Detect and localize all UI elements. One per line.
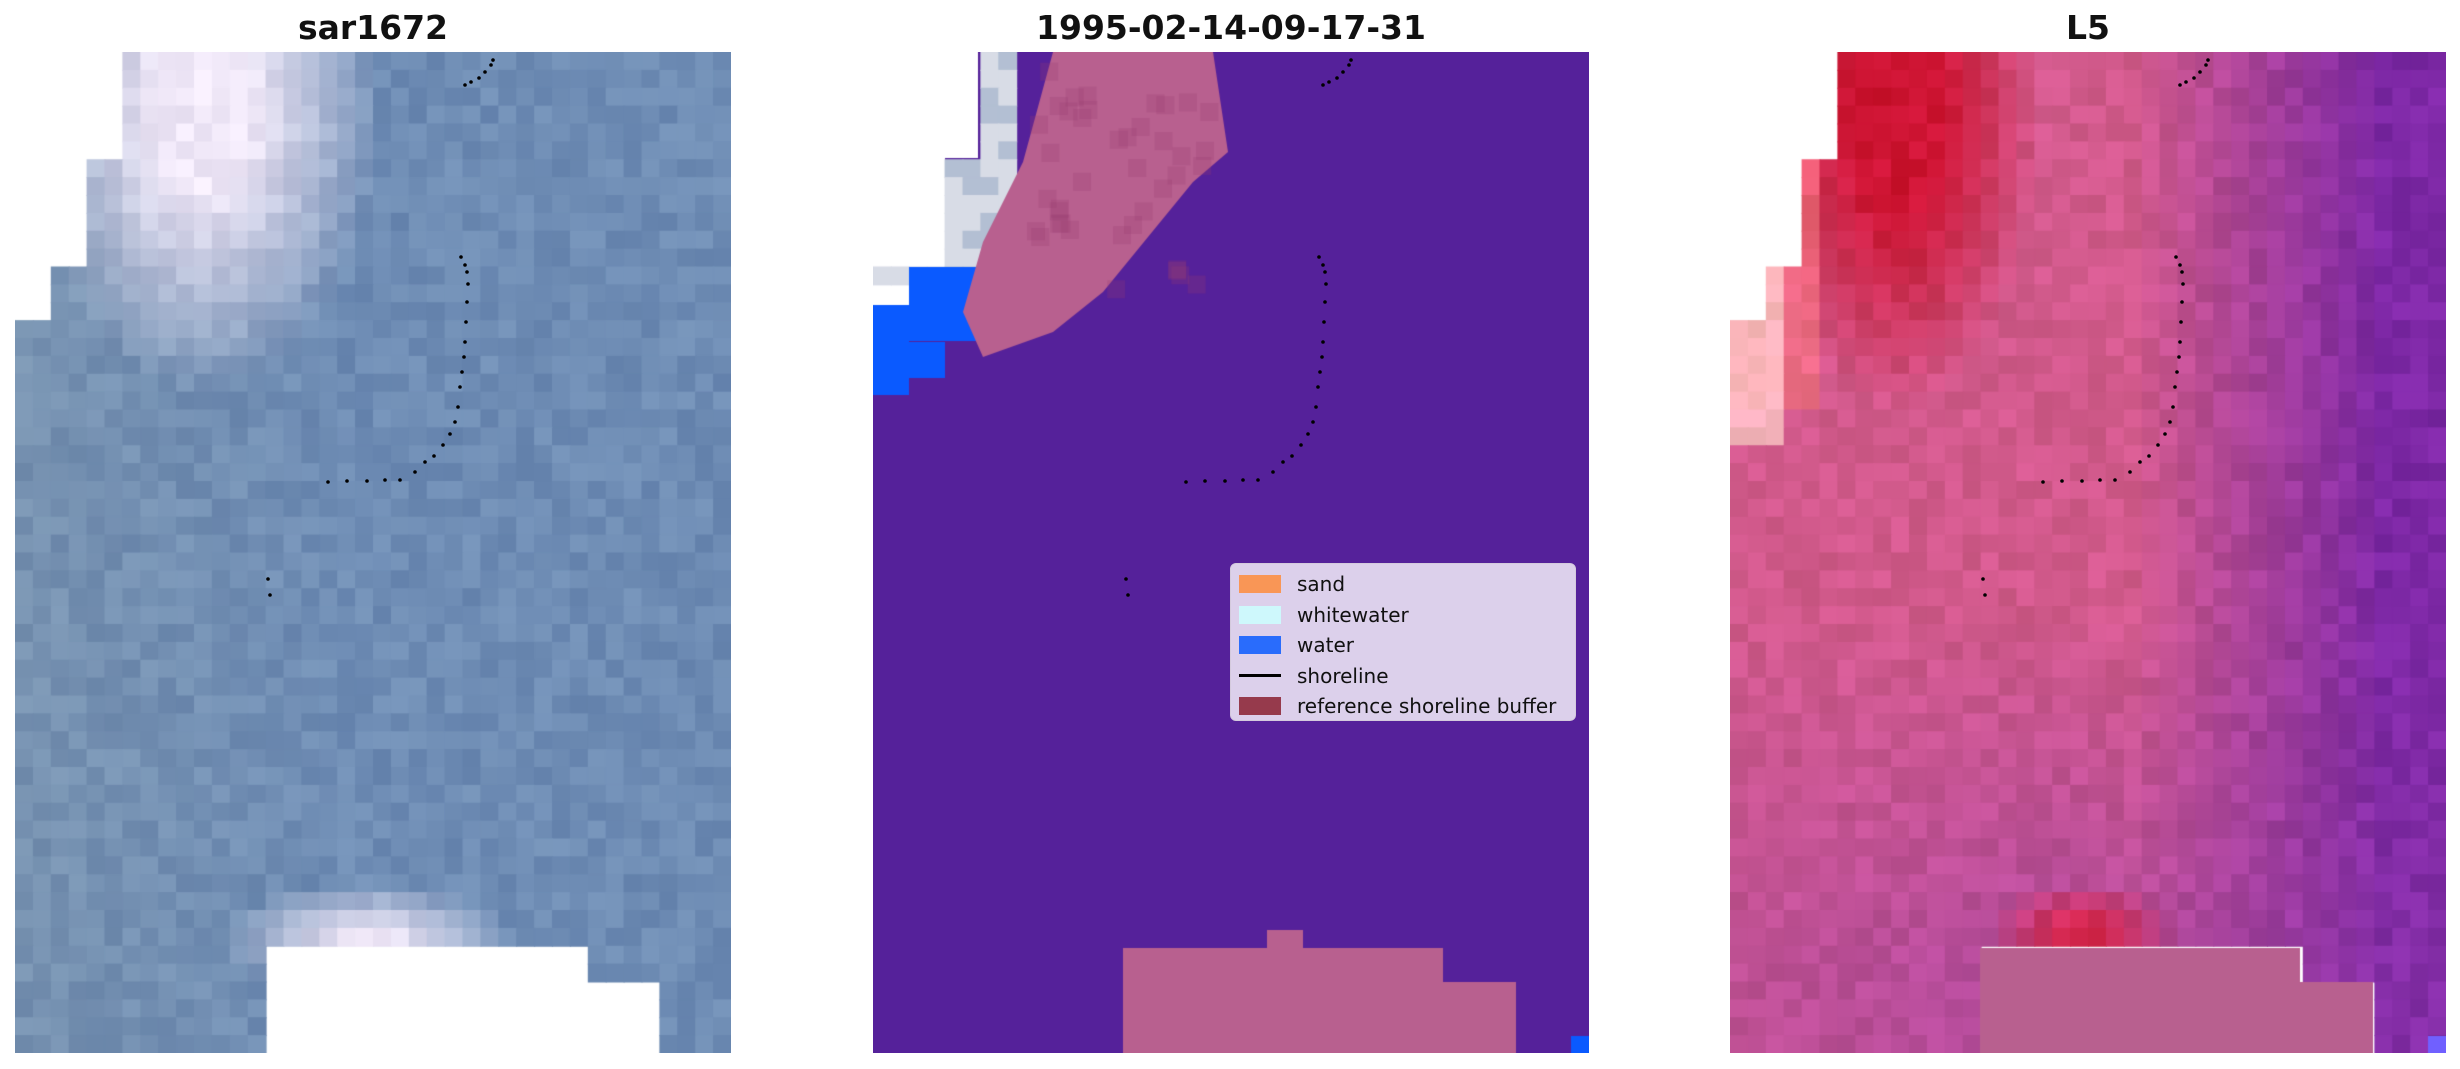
legend-label-sand: sand [1297,572,1346,597]
legend-item-reference-buffer: reference shoreline buffer [1239,691,1567,722]
index-panel [1730,52,2446,1053]
legend-swatch-whitewater [1239,605,1281,624]
legend-item-water: water [1239,630,1567,661]
legend-label-reference-buffer: reference shoreline buffer [1297,694,1557,719]
classification-canvas [873,52,1589,1053]
legend-swatch-sand [1239,575,1281,594]
rgb-image-panel [15,52,731,1053]
legend-label-water: water [1297,633,1354,658]
legend-item-shoreline: shoreline [1239,661,1567,692]
legend: sand whitewater water shoreline referenc… [1230,563,1576,721]
legend-swatch-reference-buffer [1239,697,1281,716]
legend-item-whitewater: whitewater [1239,600,1567,631]
rgb-image-canvas [15,52,731,1053]
legend-label-whitewater: whitewater [1297,602,1409,627]
classification-panel [873,52,1589,1053]
legend-swatch-shoreline [1239,674,1281,678]
panel-title-classification: 1995-02-14-09-17-31 [1036,8,1426,47]
legend-label-shoreline: shoreline [1297,663,1389,688]
legend-swatch-water [1239,636,1281,655]
panel-title-index: L5 [2066,8,2110,47]
panel-title-rgb: sar1672 [297,8,449,47]
legend-item-sand: sand [1239,569,1567,600]
index-canvas [1730,52,2446,1053]
